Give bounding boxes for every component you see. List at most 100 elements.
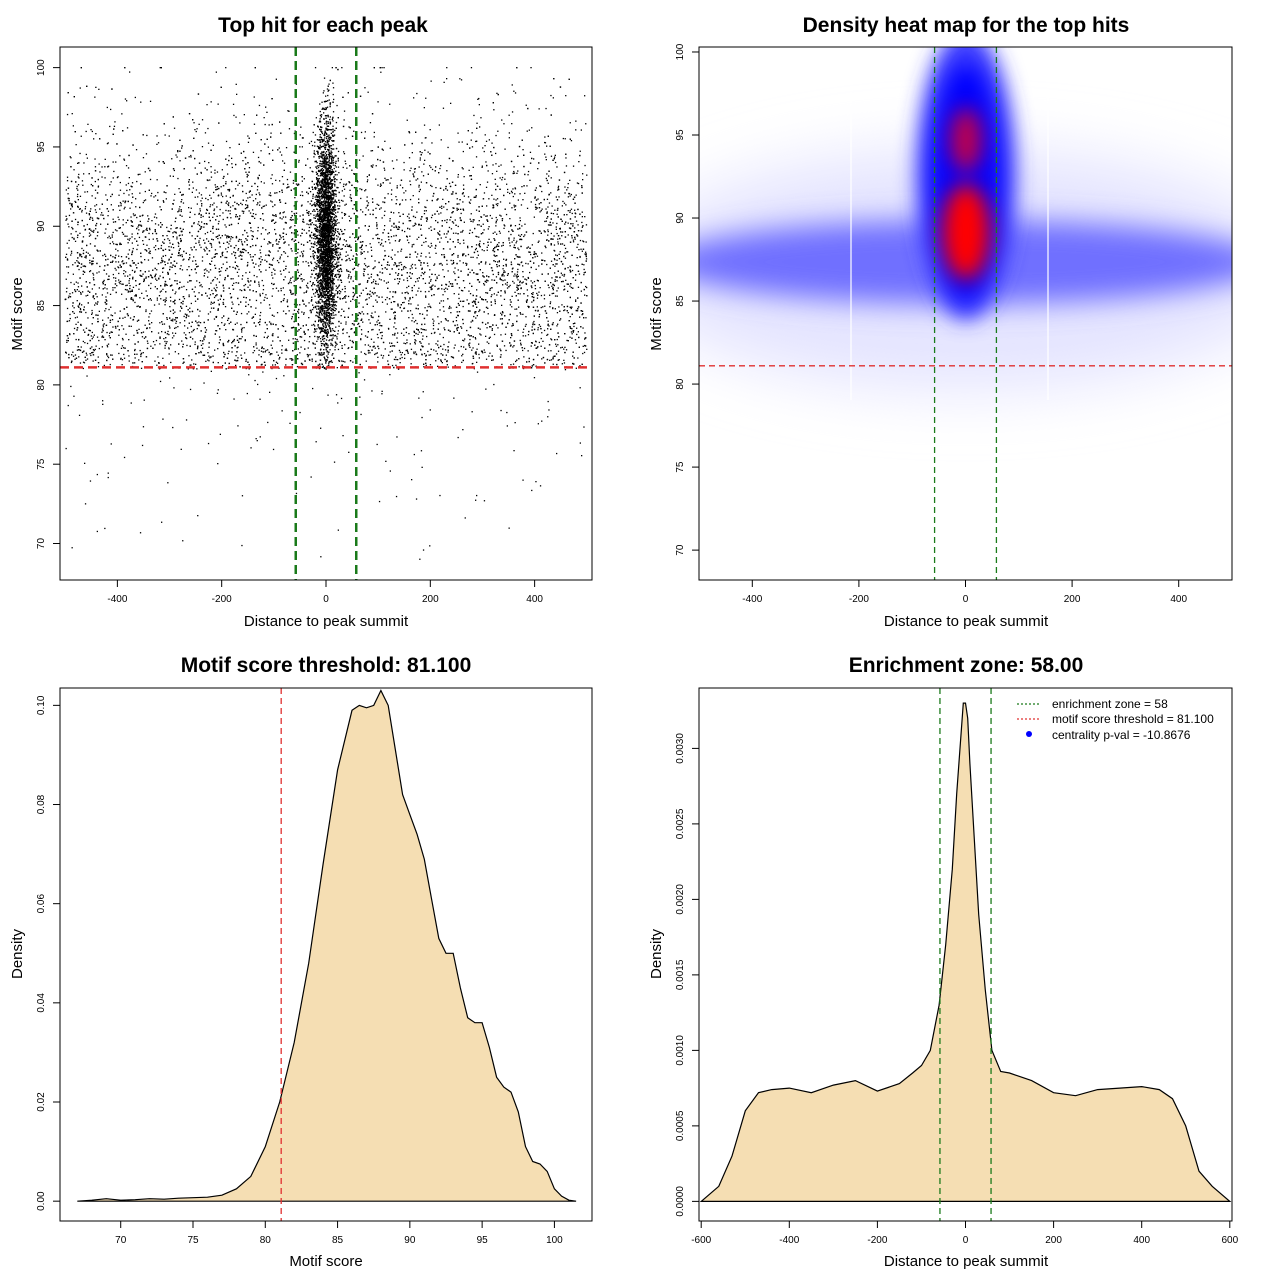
- scatter-point: [331, 282, 333, 284]
- scatter-point: [463, 221, 465, 223]
- scatter-point: [296, 366, 299, 368]
- scatter-point: [151, 322, 153, 324]
- scatter-point: [437, 340, 439, 342]
- scatter-point: [518, 248, 520, 251]
- scatter-point: [132, 286, 135, 288]
- scatter-point: [308, 223, 310, 226]
- scatter-point: [288, 244, 290, 246]
- scatter-point: [371, 150, 374, 152]
- scatter-point: [225, 181, 227, 183]
- scatter-point: [181, 215, 183, 217]
- scatter-point: [438, 322, 440, 325]
- scatter-point: [490, 295, 492, 298]
- scatter-point: [563, 285, 566, 287]
- scatter-point: [264, 123, 266, 126]
- scatter-point: [188, 332, 191, 334]
- scatter-point: [126, 235, 128, 237]
- scatter-point: [244, 352, 246, 354]
- scatter-point: [339, 182, 341, 184]
- scatter-point: [318, 354, 320, 356]
- scatter-point: [156, 364, 158, 366]
- scatter-point: [443, 254, 445, 256]
- scatter-point: [439, 241, 441, 243]
- scatter-point: [440, 139, 442, 141]
- scatter-point: [478, 236, 480, 238]
- scatter-point: [199, 244, 201, 246]
- scatter-point: [381, 67, 383, 69]
- scatter-point: [341, 190, 343, 192]
- scatter-point: [112, 287, 114, 289]
- scatter-point: [85, 295, 87, 297]
- scatter-point: [204, 272, 206, 274]
- scatter-point: [517, 287, 519, 289]
- scatter-point: [128, 249, 131, 251]
- scatter-point: [89, 234, 92, 236]
- scatter-point: [279, 238, 281, 240]
- scatter-point: [270, 177, 272, 180]
- scatter-point: [543, 329, 546, 332]
- scatter-point: [523, 356, 525, 358]
- scatter-point: [242, 212, 245, 214]
- scatter-point: [131, 202, 133, 204]
- scatter-point: [173, 199, 175, 201]
- scatter-point: [399, 204, 401, 206]
- scatter-point: [548, 202, 551, 204]
- scatter-point: [243, 114, 245, 116]
- scatter-point: [425, 217, 427, 219]
- scatter-point: [448, 281, 450, 283]
- scatter-point: [430, 242, 432, 245]
- scatter-point: [140, 101, 142, 103]
- scatter-point: [343, 153, 346, 155]
- scatter-point: [413, 97, 415, 99]
- scatter-point: [294, 225, 296, 227]
- scatter-point: [148, 316, 150, 318]
- scatter-point: [160, 298, 162, 300]
- scatter-point: [196, 322, 198, 324]
- scatter-point: [119, 310, 121, 312]
- scatter-point: [183, 315, 185, 318]
- scatter-point: [254, 313, 256, 315]
- scatter-point: [403, 301, 405, 304]
- scatter-point: [227, 352, 229, 355]
- scatter-point: [475, 209, 478, 211]
- scatter-point: [582, 179, 584, 181]
- scatter-point: [258, 265, 260, 267]
- scatter-point: [402, 268, 405, 270]
- scatter-point: [527, 276, 529, 279]
- scatter-point: [415, 294, 417, 296]
- scatter-point: [321, 336, 323, 338]
- scatter-point: [348, 215, 350, 217]
- scatter-point: [101, 331, 103, 333]
- scatter-point: [210, 244, 213, 246]
- scatter-point: [556, 290, 558, 292]
- scatter-point: [414, 264, 416, 266]
- scatter-point: [362, 289, 364, 291]
- scatter-point: [336, 263, 338, 265]
- scatter-point: [140, 355, 142, 358]
- scatter-point: [524, 223, 526, 225]
- scatter-point: [77, 184, 80, 186]
- scatter-point: [450, 356, 453, 358]
- scatter-point: [295, 279, 297, 281]
- scatter-point: [121, 283, 123, 285]
- scatter-point: [375, 352, 377, 355]
- scatter-point: [482, 352, 484, 354]
- scatter-point: [532, 232, 534, 235]
- scatter-point: [104, 339, 106, 341]
- scatter-point: [279, 235, 282, 237]
- scatter-point: [366, 176, 368, 178]
- scatter-point: [177, 211, 179, 213]
- scatter-point: [269, 307, 271, 309]
- scatter-point: [422, 328, 424, 331]
- scatter-point: [441, 264, 443, 266]
- scatter-point: [334, 129, 336, 132]
- scatter-point: [246, 313, 248, 315]
- scatter-point: [302, 299, 304, 301]
- scatter-point: [270, 242, 272, 244]
- scatter-point: [429, 280, 432, 282]
- scatter-point: [411, 313, 413, 316]
- scatter-point: [151, 192, 153, 195]
- scatter-point: [131, 250, 134, 252]
- scatter-point: [479, 328, 481, 330]
- scatter-point: [538, 291, 540, 293]
